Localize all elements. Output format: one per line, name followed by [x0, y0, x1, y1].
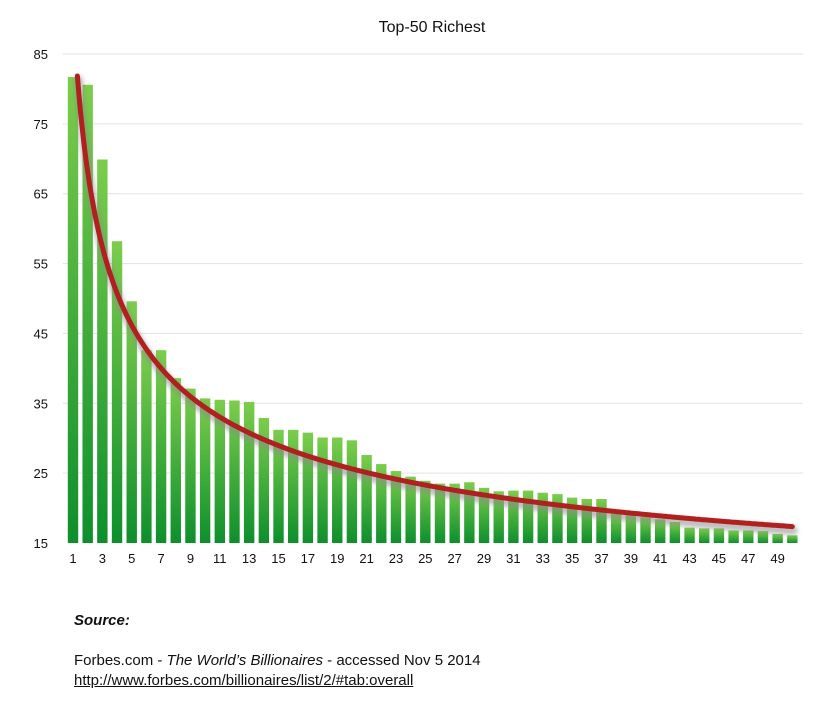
x-tick-label: 13: [242, 551, 256, 566]
bar: [170, 378, 181, 543]
y-tick-label: 45: [34, 326, 48, 341]
bar: [155, 350, 167, 543]
chart-title: Top-50 Richest: [379, 19, 486, 36]
bar: [376, 464, 387, 543]
bar: [126, 301, 137, 543]
source-publication: The World’s Billionaires: [166, 652, 323, 669]
source-suffix: - accessed Nov 5 2014: [322, 652, 481, 669]
bars: [67, 77, 798, 543]
bar: [743, 530, 754, 543]
x-tick-label: 43: [682, 551, 696, 566]
x-tick-label: 23: [389, 551, 403, 566]
bar: [361, 454, 372, 543]
bar: [199, 398, 211, 543]
trendline-shadow: [73, 75, 798, 536]
x-tick-label: 17: [301, 551, 315, 566]
bar: [434, 483, 446, 543]
bar: [493, 491, 504, 543]
y-tick-label: 55: [34, 257, 48, 272]
y-tick-label: 35: [34, 396, 48, 411]
x-tick-label: 29: [477, 551, 491, 566]
y-tick-label: 85: [34, 47, 48, 62]
bar: [464, 482, 475, 543]
bar: [332, 437, 343, 543]
bar: [420, 480, 431, 543]
bar: [669, 522, 681, 543]
bar: [111, 241, 123, 543]
bar: [346, 440, 358, 543]
bar: [625, 515, 637, 543]
bar: [699, 528, 710, 543]
x-tick-label: 15: [271, 551, 285, 566]
x-tick-label: 49: [770, 551, 784, 566]
bar: [243, 401, 255, 543]
bar: [302, 432, 314, 543]
x-tick-label: 1: [69, 551, 76, 566]
x-tick-label: 35: [565, 551, 579, 566]
x-tick-label: 31: [506, 551, 520, 566]
x-tick-label: 47: [741, 551, 755, 566]
bar: [552, 494, 563, 543]
x-tick-label: 21: [359, 551, 373, 566]
bar: [684, 527, 695, 543]
x-tick-label: 3: [99, 551, 106, 566]
bar: [610, 513, 622, 543]
x-tick-label: 5: [128, 551, 135, 566]
bar: [596, 498, 607, 543]
y-tick-label: 75: [34, 117, 48, 132]
bar: [214, 399, 225, 543]
y-axis-ticks: 15 25 35 45 55 65 75 85: [34, 47, 48, 551]
bar: [273, 429, 284, 543]
bar: [655, 519, 666, 543]
bar: [478, 487, 490, 543]
bar: [390, 471, 402, 543]
bar: [97, 159, 108, 543]
bar: [449, 483, 460, 543]
x-tick-label: 11: [213, 551, 227, 566]
bar: [317, 437, 328, 543]
bar: [581, 498, 592, 543]
bar: [640, 517, 651, 543]
x-tick-label: 7: [157, 551, 164, 566]
x-tick-label: 45: [712, 551, 726, 566]
x-tick-label: 39: [624, 551, 638, 566]
bar: [405, 476, 416, 543]
bar: [288, 429, 299, 543]
source-link[interactable]: http://www.forbes.com/billionaires/list/…: [74, 672, 414, 689]
y-tick-label: 15: [34, 536, 48, 551]
bar: [772, 533, 783, 543]
y-tick-label: 65: [34, 187, 48, 202]
bar: [229, 400, 240, 543]
trendline: [74, 73, 795, 530]
x-tick-label: 19: [330, 551, 344, 566]
bar: [566, 497, 578, 543]
bar: [728, 530, 739, 543]
source-heading: Source:: [74, 612, 130, 629]
x-axis-ticks: 1 3 5 7 9 11 13 15 17 19 21 23 25 27 29 31 33 35 37 39 41 43 4…: [69, 551, 784, 566]
bar: [787, 535, 798, 543]
bar: [522, 490, 534, 543]
bar: [141, 350, 152, 543]
bar: [713, 528, 725, 543]
bar: [67, 77, 79, 543]
trendline-layer: [73, 73, 798, 536]
bar: [258, 417, 270, 543]
bar: [537, 492, 548, 543]
source-citation: Forbes.com - The World’s Billionaires - …: [74, 652, 481, 669]
x-tick-label: 25: [418, 551, 432, 566]
bar: [757, 531, 769, 543]
x-tick-label: 9: [187, 551, 194, 566]
x-tick-label: 37: [594, 551, 608, 566]
x-tick-label: 41: [653, 551, 667, 566]
bar: [82, 84, 93, 543]
bar: [508, 490, 519, 543]
source-prefix: Forbes.com -: [74, 652, 167, 669]
y-tick-label: 25: [34, 466, 48, 481]
x-tick-label: 27: [447, 551, 461, 566]
x-tick-label: 33: [536, 551, 550, 566]
bar: [185, 388, 196, 543]
